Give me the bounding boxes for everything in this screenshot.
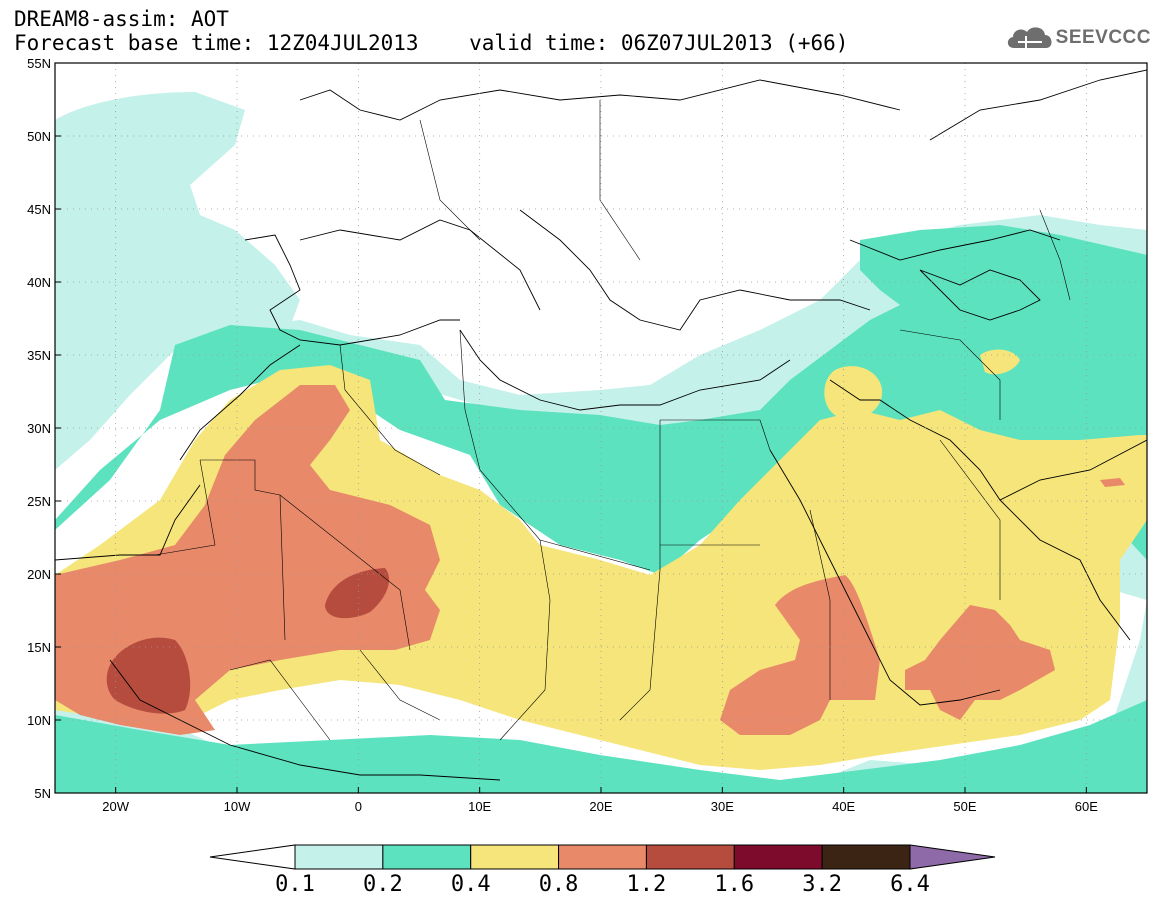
colorbar: 0.1 0.2 0.4 0.8 1.2 1.6 3.2 6.4 — [209, 844, 996, 897]
chart-title: DREAM8-assim: AOT — [14, 7, 229, 31]
lon-label: 0 — [355, 799, 362, 814]
cloud-icon — [1007, 27, 1052, 48]
colorbar-label: 3.2 — [802, 872, 842, 897]
lon-labels: 20W 10W 0 10E 20E 30E 40E 50E 60E — [102, 787, 1098, 814]
colorbar-label: 0.2 — [363, 872, 403, 897]
colorbar-label: 1.6 — [714, 872, 754, 897]
coastlines — [55, 69, 1147, 781]
colorbar-label: 1.2 — [627, 872, 667, 897]
colorbar-label: 0.4 — [451, 872, 491, 897]
colorbar-swatch — [558, 844, 647, 870]
lon-label: 60E — [1075, 799, 1098, 814]
lat-label: 50N — [27, 129, 51, 144]
colorbar-swatch — [821, 844, 911, 870]
logo-text: SEEVCCC — [1055, 27, 1151, 48]
lon-label: 40E — [832, 799, 855, 814]
lat-labels: 55N 50N 45N 40N 35N 30N 25N 20N 15N 10N 5N — [27, 56, 61, 801]
country-borders — [154, 100, 1071, 741]
aot-field — [55, 63, 1147, 793]
lat-label: 20N — [27, 567, 51, 582]
lat-label: 55N — [27, 56, 51, 71]
colorbar-high-arrow — [909, 844, 996, 870]
colorbar-label: 0.1 — [275, 872, 315, 897]
aot-band-1.2 — [106, 568, 390, 714]
colorbar-label: 6.4 — [890, 872, 930, 897]
lon-label: 50E — [953, 799, 976, 814]
colorbar-swatch — [382, 844, 472, 870]
lon-label: 30E — [711, 799, 734, 814]
lat-label: 5N — [34, 786, 51, 801]
seevccc-logo: SEEVCCC — [1004, 22, 1151, 54]
lon-label: 20W — [102, 799, 129, 814]
colorbar-swatch — [733, 844, 823, 870]
forecast-time-line: Forecast base time: 12Z04JUL2013 valid t… — [14, 31, 849, 55]
colorbar-low-arrow — [209, 844, 296, 870]
lon-label: 20E — [589, 799, 612, 814]
lat-label: 10N — [27, 713, 51, 728]
lon-label: 10E — [468, 799, 491, 814]
lon-label: 10W — [224, 799, 251, 814]
lat-label: 25N — [27, 494, 51, 509]
graticule — [55, 63, 1147, 793]
lat-label: 35N — [27, 348, 51, 363]
colorbar-label: 0.8 — [539, 872, 579, 897]
lat-label: 45N — [27, 202, 51, 217]
colorbar-swatch — [470, 844, 560, 870]
colorbar-swatch — [645, 844, 735, 870]
colorbar-swatch — [294, 844, 384, 870]
lat-label: 40N — [27, 275, 51, 290]
lat-label: 30N — [27, 421, 51, 436]
lat-label: 15N — [27, 640, 51, 655]
